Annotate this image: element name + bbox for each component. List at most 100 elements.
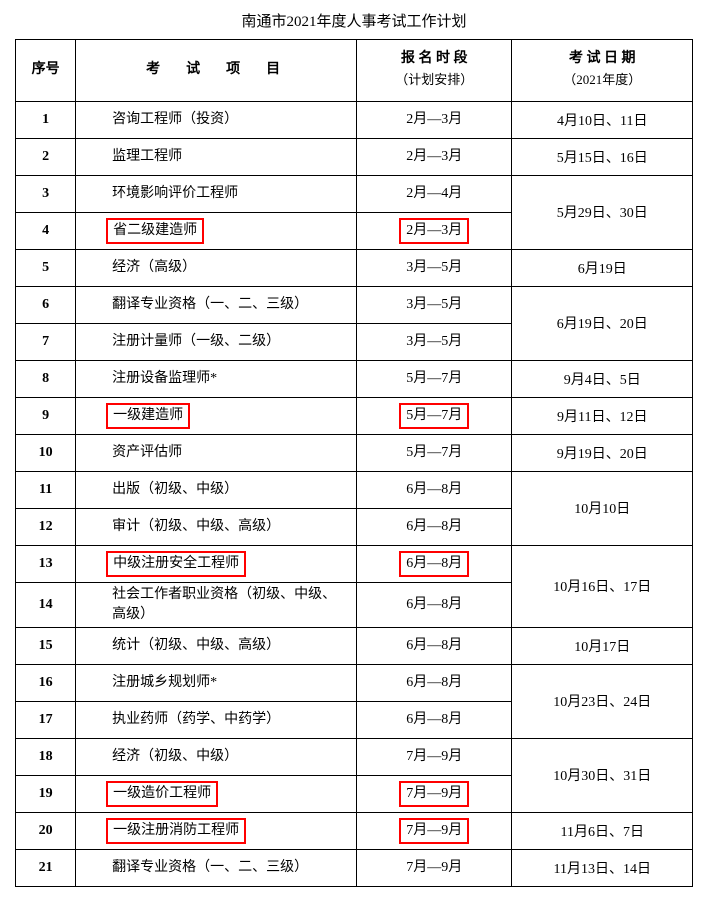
seq-cell: 6 — [16, 286, 76, 323]
highlighted-item: 一级注册消防工程师 — [106, 818, 246, 844]
seq-cell: 21 — [16, 849, 76, 886]
item-cell: 中级注册安全工程师 — [76, 545, 357, 582]
item-cell: 一级注册消防工程师 — [76, 812, 357, 849]
seq-cell: 16 — [16, 664, 76, 701]
table-body: 1咨询工程师（投资）2月—3月4月10日、11日2监理工程师2月—3月5月15日… — [16, 101, 693, 886]
date-cell: 9月11日、12日 — [512, 397, 693, 434]
highlighted-item: 中级注册安全工程师 — [106, 551, 246, 577]
item-text: 环境影响评价工程师 — [106, 182, 244, 206]
highlighted-reg: 7月—9月 — [399, 818, 469, 844]
item-text: 执业药师（药学、中药学） — [106, 708, 286, 732]
date-cell: 10月23日、24日 — [512, 664, 693, 738]
seq-cell: 1 — [16, 101, 76, 138]
reg-text: 6月—8月 — [400, 671, 468, 695]
seq-cell: 13 — [16, 545, 76, 582]
reg-cell: 3月—5月 — [357, 286, 512, 323]
item-text: 注册计量师（一级、二级） — [106, 330, 286, 354]
reg-cell: 7月—9月 — [357, 738, 512, 775]
table-row: 16注册城乡规划师*6月—8月10月23日、24日 — [16, 664, 693, 701]
table-row: 9一级建造师5月—7月9月11日、12日 — [16, 397, 693, 434]
table-row: 20 一级注册消防工程师 7月—9月 11月6日、7日 — [16, 812, 693, 849]
reg-cell: 3月—5月 — [357, 249, 512, 286]
reg-cell: 2月—3月 — [357, 212, 512, 249]
header-seq: 序号 — [16, 40, 76, 102]
table-row: 8注册设备监理师* 5月—7月 9月4日、5日 — [16, 360, 693, 397]
highlighted-item: 省二级建造师 — [106, 218, 204, 244]
reg-text: 6月—8月 — [400, 515, 468, 539]
seq-cell: 20 — [16, 812, 76, 849]
reg-text: 5月—7月 — [400, 367, 468, 391]
item-cell: 执业药师（药学、中药学） — [76, 701, 357, 738]
date-cell: 9月4日、5日 — [512, 360, 693, 397]
item-cell: 经济（高级） — [76, 249, 357, 286]
reg-cell: 2月—3月 — [357, 138, 512, 175]
date-cell: 5月29日、30日 — [512, 175, 693, 249]
seq-cell: 2 — [16, 138, 76, 175]
reg-text: 3月—5月 — [400, 330, 468, 354]
seq-cell: 8 — [16, 360, 76, 397]
date-cell: 10月16日、17日 — [512, 545, 693, 627]
item-text: 翻译专业资格（一、二、三级） — [106, 856, 314, 880]
item-text: 资产评估师 — [106, 441, 188, 465]
seq-cell: 17 — [16, 701, 76, 738]
table-row: 15 统计（初级、中级、高级） 6月—8月 10月17日 — [16, 627, 693, 664]
reg-cell: 6月—8月 — [357, 545, 512, 582]
reg-cell: 2月—3月 — [357, 101, 512, 138]
seq-cell: 4 — [16, 212, 76, 249]
reg-text: 2月—3月 — [400, 108, 468, 132]
reg-text: 6月—8月 — [400, 634, 468, 658]
highlighted-reg: 5月—7月 — [399, 403, 469, 429]
item-cell: 出版（初级、中级） — [76, 471, 357, 508]
reg-cell: 5月—7月 — [357, 397, 512, 434]
reg-text: 2月—3月 — [400, 145, 468, 169]
seq-cell: 15 — [16, 627, 76, 664]
item-cell: 一级建造师 — [76, 397, 357, 434]
date-cell: 6月19日 — [512, 249, 693, 286]
header-date: 考 试 日 期 （2021年度） — [512, 40, 693, 102]
header-item: 考 试 项 目 — [76, 40, 357, 102]
item-cell: 注册设备监理师* — [76, 360, 357, 397]
reg-text: 2月—4月 — [400, 182, 468, 206]
table-row: 21翻译专业资格（一、二、三级）7月—9月11月13日、14日 — [16, 849, 693, 886]
seq-cell: 19 — [16, 775, 76, 812]
highlighted-item: 一级建造师 — [106, 403, 190, 429]
reg-text: 3月—5月 — [400, 293, 468, 317]
reg-text: 6月—8月 — [400, 708, 468, 732]
item-cell: 审计（初级、中级、高级） — [76, 508, 357, 545]
table-row: 10资产评估师5月—7月9月19日、20日 — [16, 434, 693, 471]
date-cell: 10月17日 — [512, 627, 693, 664]
reg-cell: 6月—8月 — [357, 701, 512, 738]
table-row: 18经济（初级、中级）7月—9月10月30日、31日 — [16, 738, 693, 775]
seq-cell: 3 — [16, 175, 76, 212]
item-cell: 省二级建造师 — [76, 212, 357, 249]
reg-text: 6月—8月 — [400, 478, 468, 502]
reg-cell: 6月—8月 — [357, 582, 512, 627]
page-title: 南通市2021年度人事考试工作计划 — [15, 10, 693, 31]
item-cell: 翻译专业资格（一、二、三级） — [76, 849, 357, 886]
item-text: 社会工作者职业资格（初级、中级、高级） — [106, 583, 356, 627]
highlighted-reg: 7月—9月 — [399, 781, 469, 807]
item-cell: 环境影响评价工程师 — [76, 175, 357, 212]
header-reg: 报 名 时 段 （计划安排） — [357, 40, 512, 102]
item-text: 统计（初级、中级、高级） — [106, 634, 286, 658]
seq-cell: 5 — [16, 249, 76, 286]
reg-cell: 7月—9月 — [357, 849, 512, 886]
reg-cell: 6月—8月 — [357, 664, 512, 701]
seq-cell: 14 — [16, 582, 76, 627]
item-cell: 统计（初级、中级、高级） — [76, 627, 357, 664]
table-row: 2监理工程师2月—3月5月15日、16日 — [16, 138, 693, 175]
date-cell: 11月6日、7日 — [512, 812, 693, 849]
table-header: 序号 考 试 项 目 报 名 时 段 （计划安排） 考 试 日 期 （2021年… — [16, 40, 693, 102]
reg-cell: 7月—9月 — [357, 775, 512, 812]
item-text: 翻译专业资格（一、二、三级） — [106, 293, 314, 317]
exam-schedule-table: 序号 考 试 项 目 报 名 时 段 （计划安排） 考 试 日 期 （2021年… — [15, 39, 693, 887]
item-text: 咨询工程师（投资） — [106, 108, 244, 132]
date-cell: 5月15日、16日 — [512, 138, 693, 175]
reg-text: 7月—9月 — [400, 856, 468, 880]
seq-cell: 11 — [16, 471, 76, 508]
table-row: 11出版（初级、中级）6月—8月10月10日 — [16, 471, 693, 508]
item-cell: 咨询工程师（投资） — [76, 101, 357, 138]
table-row: 13中级注册安全工程师6月—8月10月16日、17日 — [16, 545, 693, 582]
date-cell: 9月19日、20日 — [512, 434, 693, 471]
seq-cell: 10 — [16, 434, 76, 471]
